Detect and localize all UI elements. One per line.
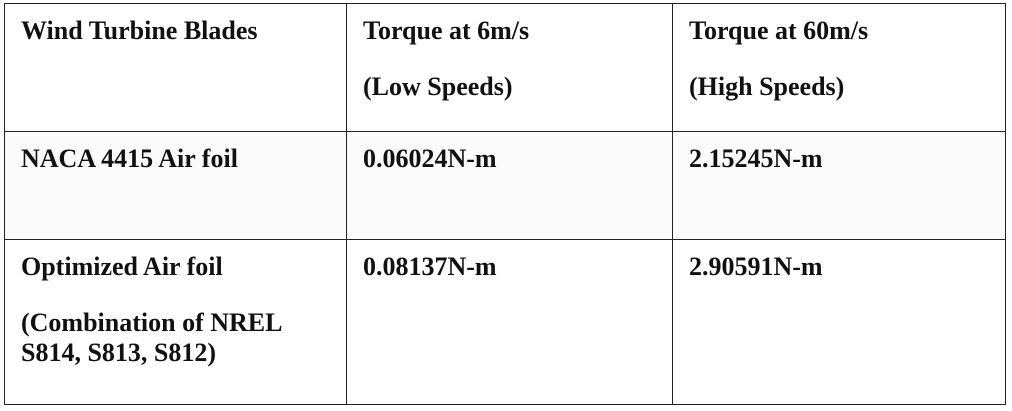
cell-torque-high: 2.90591N-m [672,239,1006,405]
table-row: NACA 4415 Air foil 0.06024N-m 2.15245N-m [4,131,1006,240]
header-torque-high: Torque at 60m/s (High Speeds) [672,3,1006,132]
cell-torque-low: 0.06024N-m [346,131,673,240]
header-torque-high-sublabel: (High Speeds) [689,72,845,101]
header-torque-high-label: Torque at 60m/s [689,16,869,45]
header-blades-label: Wind Turbine Blades [21,16,258,45]
torque-high-value: 2.90591N-m [689,252,823,281]
table-header-row: Wind Turbine Blades Torque at 6m/s (Low … [4,3,1006,132]
header-torque-low-label: Torque at 6m/s [363,16,530,45]
blade-description-line-2: S814, S813, S812) [21,338,217,367]
torque-comparison-table: Wind Turbine Blades Torque at 6m/s (Low … [4,3,1006,405]
cell-torque-low: 0.08137N-m [346,239,673,405]
table-row: Optimized Air foil (Combination of NREL … [4,239,1006,405]
blade-name: NACA 4415 Air foil [21,144,238,173]
torque-low-value: 0.08137N-m [363,252,497,281]
header-blades: Wind Turbine Blades [4,3,347,132]
cell-torque-high: 2.15245N-m [672,131,1006,240]
blade-name: Optimized Air foil [21,252,223,281]
header-torque-low-sublabel: (Low Speeds) [363,72,513,101]
blade-description-line-1: (Combination of NREL [21,308,283,337]
torque-high-value: 2.15245N-m [689,144,823,173]
cell-blade: NACA 4415 Air foil [4,131,347,240]
header-torque-low: Torque at 6m/s (Low Speeds) [346,3,673,132]
torque-low-value: 0.06024N-m [363,144,497,173]
cell-blade: Optimized Air foil (Combination of NREL … [4,239,347,405]
